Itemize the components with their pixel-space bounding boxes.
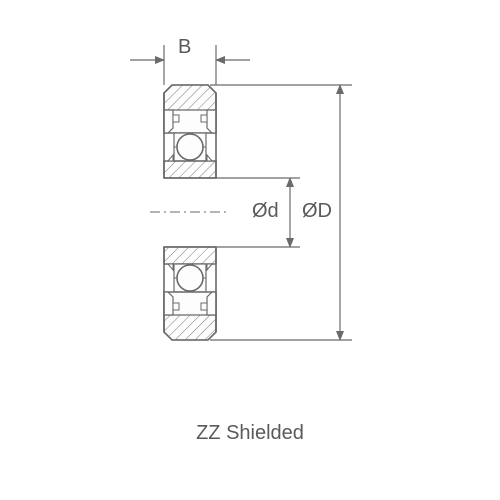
label-B: B: [178, 36, 191, 59]
lower-ball: [174, 264, 206, 292]
upper-outer-race: [164, 85, 216, 133]
lower-outer-race: [164, 292, 216, 340]
caption-text: ZZ Shielded: [196, 422, 304, 445]
label-d: Ød: [252, 200, 279, 223]
upper-ball: [174, 133, 206, 161]
label-D: ØD: [302, 200, 332, 223]
bore: [150, 178, 230, 247]
bearing-cross-section: [150, 85, 230, 340]
